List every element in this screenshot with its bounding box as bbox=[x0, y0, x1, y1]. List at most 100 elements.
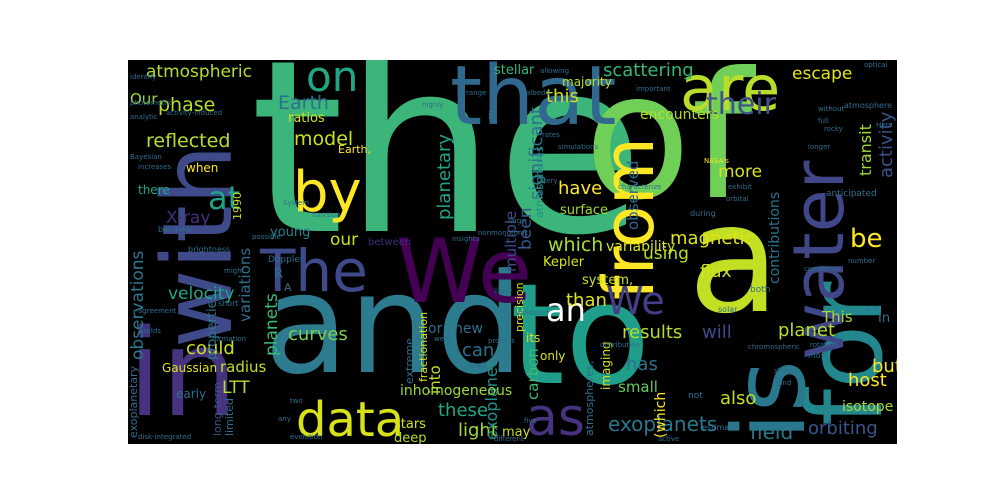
word-planetary: planetary bbox=[434, 133, 455, 220]
word-characterize: characterize bbox=[618, 183, 662, 191]
word-highly: highly bbox=[422, 101, 444, 109]
word-function: function bbox=[312, 211, 341, 219]
word-The: The bbox=[260, 237, 368, 305]
word-number: number bbox=[848, 257, 876, 265]
word-that: that bbox=[450, 60, 617, 144]
word-five: five bbox=[524, 417, 537, 425]
word-of: of bbox=[584, 60, 753, 239]
word-which-paren: (which bbox=[653, 391, 669, 438]
word-weak: weak bbox=[434, 335, 453, 343]
word-over: over bbox=[190, 149, 217, 163]
word-different: different bbox=[494, 435, 524, 443]
word-show: show bbox=[774, 367, 793, 375]
word-0.7: 0.7 bbox=[866, 305, 878, 313]
word-exoplanet: exoplanet bbox=[482, 361, 501, 440]
word-atmosphere: atmosphere bbox=[844, 101, 892, 110]
word-variability: variability bbox=[606, 239, 676, 255]
word-stellar: stellar bbox=[494, 63, 535, 78]
word-limited: limited bbox=[223, 398, 236, 436]
word-there: there bbox=[138, 183, 170, 197]
word-large: large bbox=[508, 217, 526, 225]
word-their: their bbox=[706, 87, 776, 122]
word-Gaussian: Gaussian bbox=[162, 361, 218, 375]
word-ratios: ratios bbox=[288, 111, 325, 126]
word-escape: escape bbox=[792, 64, 853, 84]
word-flux: flux bbox=[700, 262, 732, 282]
word-active: active bbox=[658, 435, 680, 443]
word-find: find bbox=[778, 379, 792, 387]
word-small: small bbox=[618, 378, 658, 396]
word-transit: transit bbox=[856, 124, 875, 176]
word-longer: longer bbox=[808, 143, 831, 151]
word-planets: planets bbox=[262, 293, 282, 356]
word-exhibit: exhibit bbox=[728, 183, 752, 191]
word-cloud: the of and to a for is in with We that f… bbox=[128, 60, 897, 444]
word-atmospheric: atmospheric bbox=[146, 62, 252, 82]
word-X-ray: X-ray bbox=[166, 208, 211, 228]
word-1990: 1990 bbox=[231, 192, 244, 220]
word-be: be bbox=[850, 224, 883, 254]
word-study: study bbox=[468, 361, 488, 369]
word-Kepler: Kepler bbox=[543, 255, 585, 270]
word-possible: possible bbox=[252, 233, 281, 241]
word-validated: validated bbox=[516, 309, 549, 317]
word-brightness: brightness bbox=[188, 245, 231, 254]
word-are: are bbox=[680, 60, 781, 125]
word-In: In bbox=[878, 311, 891, 326]
word-the: the bbox=[250, 60, 644, 288]
word-encounters: encounters bbox=[640, 107, 719, 123]
word-disk-integrated: disk-integrated bbox=[138, 433, 192, 441]
word-magnetic: magnetic bbox=[670, 228, 755, 249]
word-behavior: behavior bbox=[158, 225, 194, 234]
word-without: without bbox=[818, 105, 845, 113]
word-short: short bbox=[218, 299, 239, 308]
word-rates: rates bbox=[542, 131, 560, 139]
word-system: system, bbox=[582, 273, 634, 288]
word-field: field bbox=[750, 420, 794, 444]
word-may: may bbox=[502, 425, 531, 440]
word-activity-induced: activity-induced bbox=[166, 109, 223, 117]
word-results: results bbox=[622, 322, 683, 343]
word-deep: deep bbox=[394, 431, 427, 444]
word-conditions: conditions bbox=[804, 265, 841, 273]
word-LTT: LTT bbox=[222, 378, 250, 398]
word-model: model bbox=[294, 128, 354, 150]
word-evolution: evolution bbox=[290, 433, 323, 441]
word-precision: precision bbox=[513, 282, 526, 332]
word-only: only bbox=[540, 349, 566, 363]
word-stars: stars bbox=[394, 417, 426, 432]
word-We: We bbox=[396, 220, 532, 323]
word-chromospheric: chromospheric bbox=[748, 343, 800, 351]
word-more: more bbox=[718, 162, 763, 182]
word-host: host bbox=[848, 370, 887, 391]
word-worlds: worlds bbox=[138, 327, 161, 335]
word-and: and bbox=[264, 244, 524, 405]
word-this: this bbox=[546, 86, 579, 107]
word-NASAs: NASA's bbox=[704, 157, 729, 165]
word-between: between bbox=[368, 237, 412, 248]
word-early: early bbox=[176, 387, 207, 401]
word-radius: radius bbox=[220, 358, 267, 376]
word-young: young bbox=[270, 225, 311, 240]
word-light: light bbox=[458, 420, 498, 441]
word-its: its bbox=[526, 331, 541, 345]
word-phase: phase bbox=[158, 94, 216, 116]
word-range: range bbox=[466, 89, 487, 97]
word-as: as bbox=[526, 388, 585, 444]
word-scattering: scattering bbox=[603, 60, 694, 81]
word-isotope: isotope bbox=[842, 399, 894, 415]
word-important: important bbox=[636, 85, 671, 93]
word-has: has bbox=[626, 354, 658, 375]
word-anticipated: anticipated bbox=[826, 189, 877, 199]
word-data: data bbox=[296, 392, 405, 444]
word-Bayesian: Bayesian bbox=[130, 153, 162, 161]
word-Doppler: Doppler bbox=[268, 255, 304, 265]
word-orbital: orbital bbox=[726, 195, 749, 203]
word-A: A bbox=[284, 281, 292, 294]
word-by: by bbox=[293, 160, 362, 225]
word-Earth-comma: Earth, bbox=[338, 143, 371, 156]
word-or: or bbox=[428, 321, 443, 337]
word-any: any bbox=[278, 415, 291, 423]
word-agreement: agreement bbox=[138, 307, 177, 315]
word-which: which bbox=[548, 234, 604, 256]
